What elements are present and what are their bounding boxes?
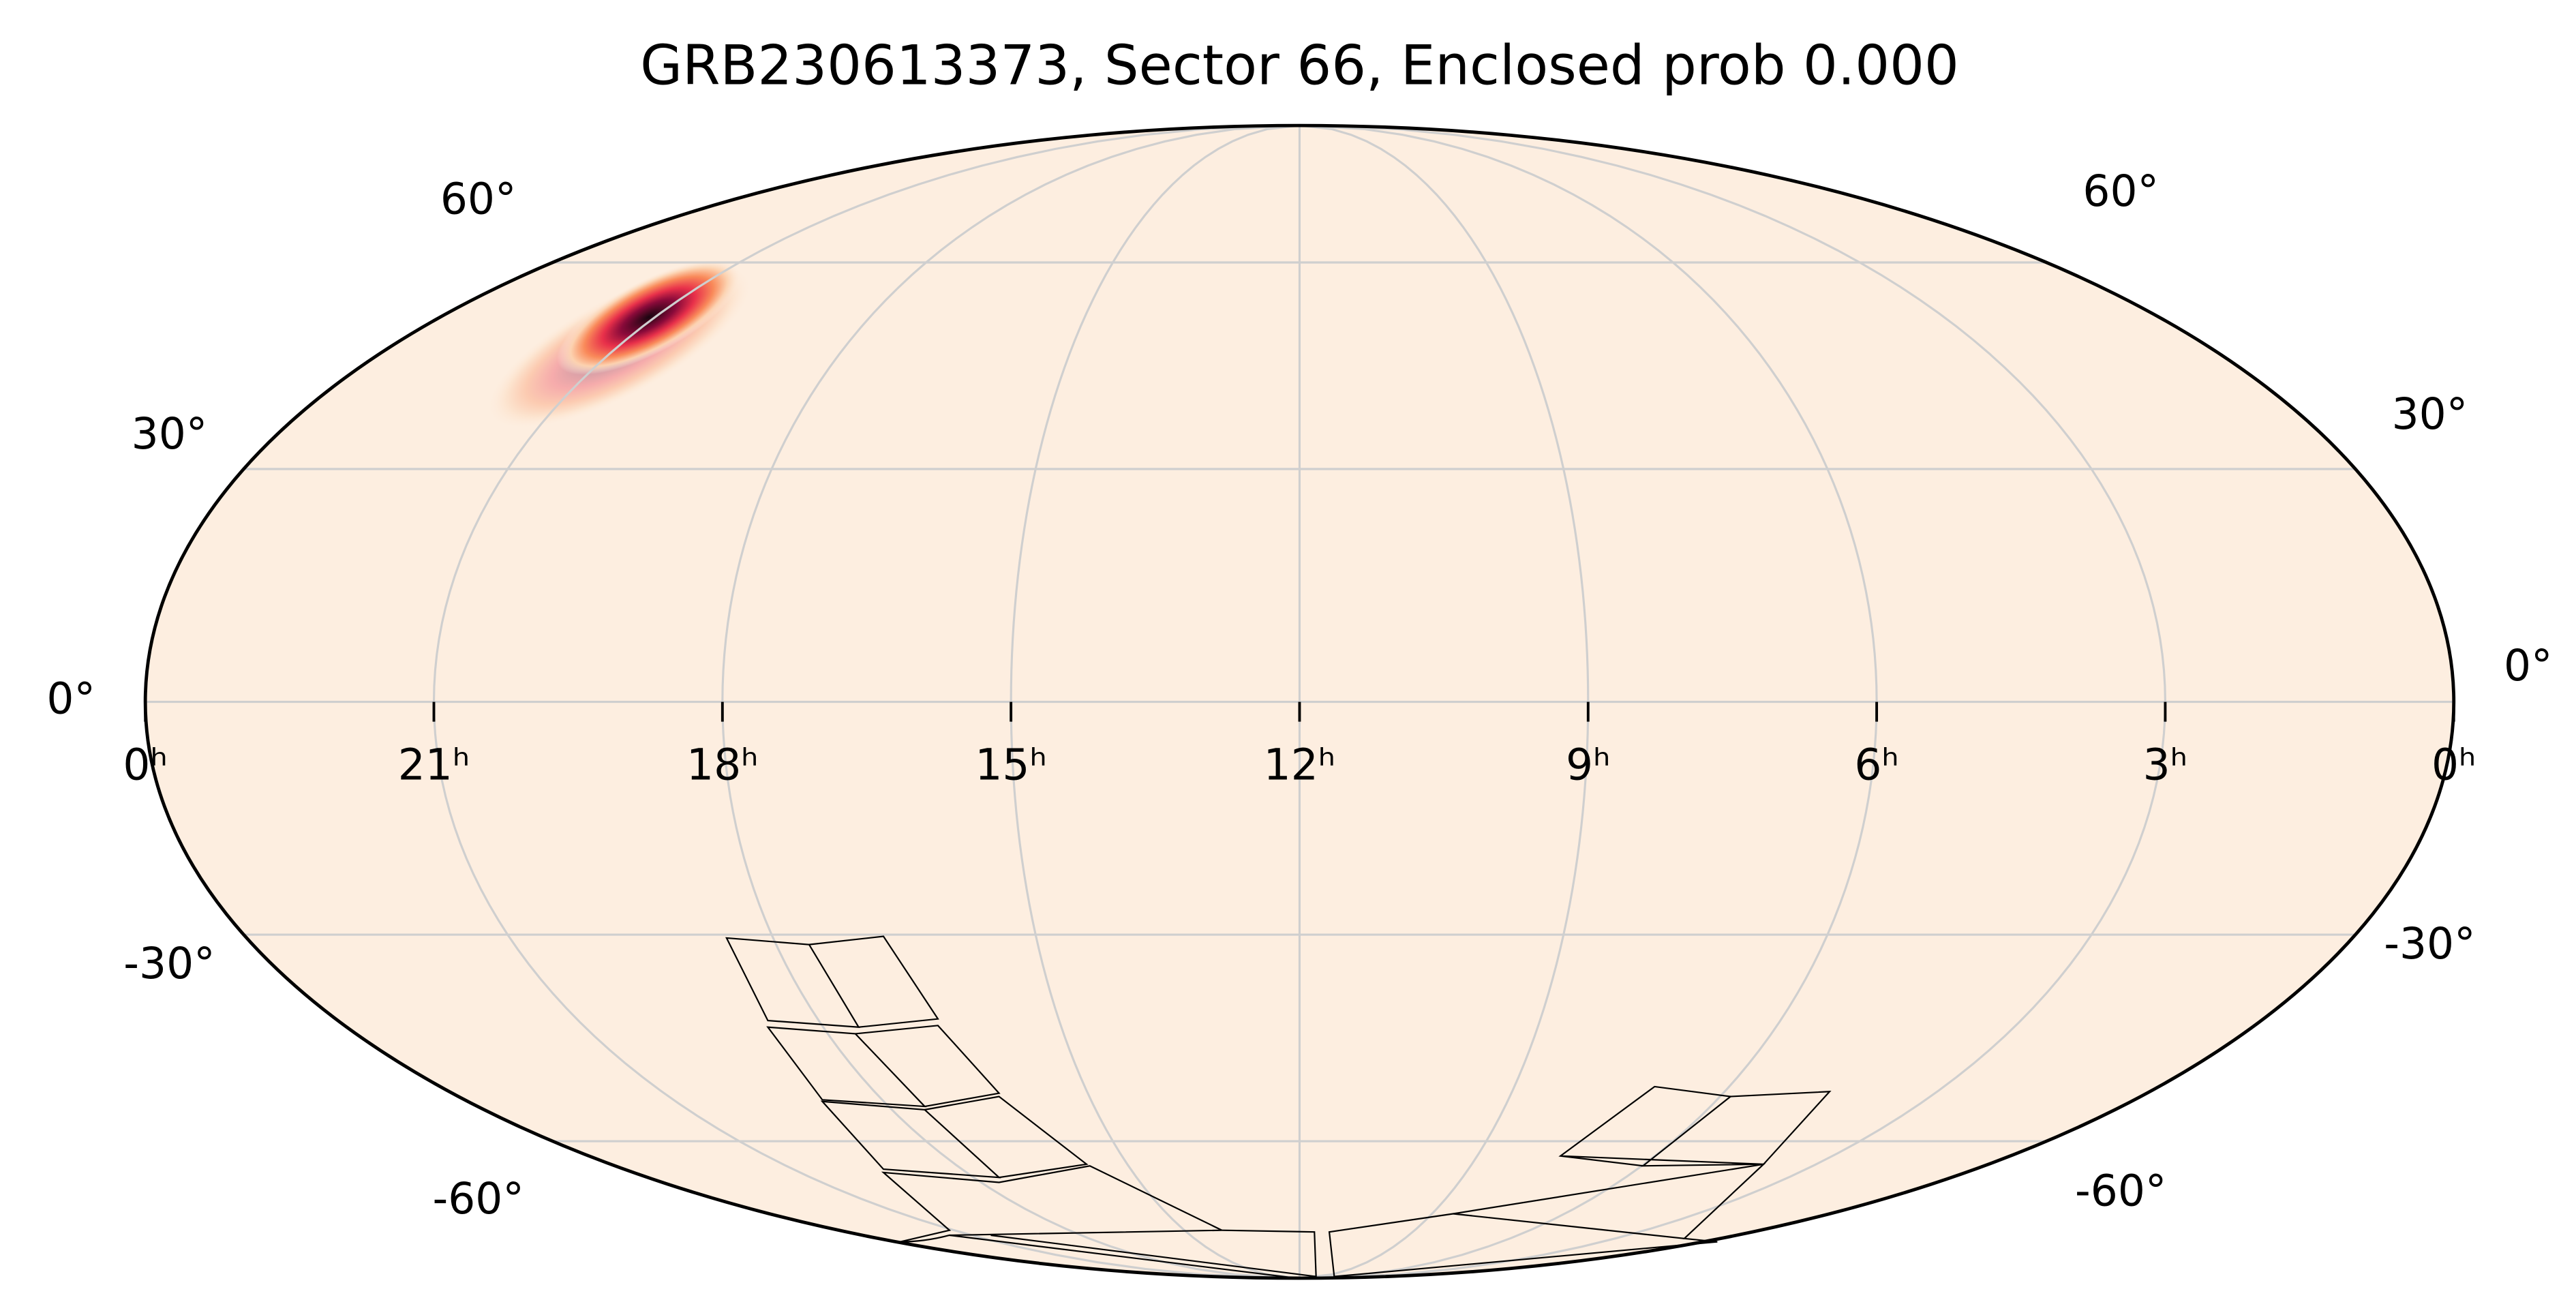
y-tick-label-right: -30° (2384, 919, 2475, 969)
ccd-footprint (820, 1095, 1089, 1179)
ccd-footprint (949, 1229, 1317, 1280)
y-tick-label-right: 0° (2504, 641, 2553, 691)
y-tick-label-right: 30° (2392, 389, 2468, 439)
x-tick-label: 0ʰ (2431, 740, 2476, 790)
y-tick-label: 60° (440, 174, 517, 224)
x-tick-label: 12ʰ (1264, 740, 1336, 790)
ccd-footprint (766, 1025, 1001, 1108)
chart-title: GRB230613373, Sector 66, Enclosed prob 0… (640, 34, 1959, 97)
x-tick-label: 6ʰ (1854, 740, 1899, 790)
y-tick-label-right: 60° (2082, 166, 2159, 216)
x-tick-label: 9ʰ (1566, 740, 1611, 790)
ccd-footprint (725, 935, 939, 1029)
y-tick-label: -30° (123, 939, 215, 988)
y-tick-label-right: -60° (2075, 1166, 2166, 1215)
y-tick-label: 30° (132, 409, 208, 459)
y-tick-label: -60° (433, 1174, 524, 1224)
y-tick-label: 0° (46, 674, 95, 724)
x-tick-label: 15ʰ (975, 740, 1047, 790)
x-tick-label: 18ʰ (686, 740, 759, 790)
ccd-footprint (1453, 1085, 1832, 1239)
x-tick-label: 3ʰ (2143, 740, 2188, 790)
x-tick-label: 21ʰ (398, 740, 470, 790)
x-tick-label: 0ʰ (123, 740, 168, 790)
sky-border (143, 123, 2456, 1280)
